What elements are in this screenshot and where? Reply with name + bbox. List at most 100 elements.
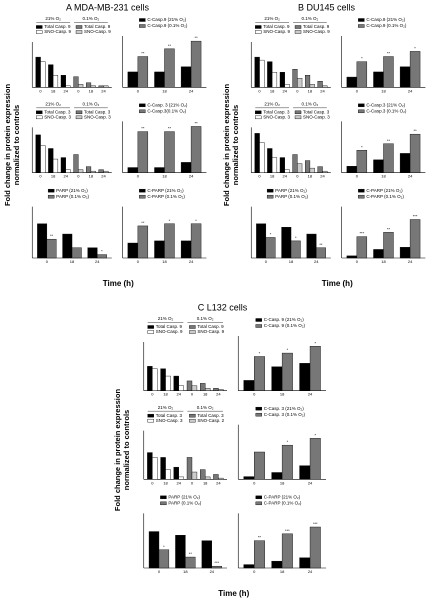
x-tick-label: 18 — [203, 480, 208, 485]
legend-label: C-Casp.9 (21% O₂) — [147, 17, 186, 22]
bar — [165, 469, 171, 480]
bar — [186, 457, 193, 480]
x-tick-label: 24 — [101, 88, 106, 93]
bar — [103, 85, 109, 88]
x-tick-label: 24 — [210, 569, 215, 574]
bar — [304, 75, 311, 88]
bar — [160, 368, 166, 391]
legend-swatch — [160, 501, 167, 506]
bar — [200, 383, 206, 391]
x-tick-label: 18 — [162, 259, 167, 264]
significance: * — [361, 144, 363, 149]
bar — [267, 148, 273, 173]
bar — [265, 237, 276, 259]
legend-swatch — [358, 18, 365, 22]
bar — [304, 160, 311, 173]
bar — [292, 154, 298, 173]
x-tick-label: 24 — [308, 480, 313, 485]
bar — [87, 247, 98, 259]
y-axis-label: normalized to controls — [122, 410, 131, 490]
significance: *** — [214, 560, 219, 565]
legend-swatch — [358, 109, 365, 114]
bar — [383, 56, 394, 88]
bar — [297, 163, 303, 173]
bar — [243, 476, 255, 480]
x-tick-label: 24 — [189, 259, 194, 264]
bar — [279, 72, 285, 88]
bar — [60, 157, 66, 173]
bar — [281, 533, 293, 569]
x-tick-label: 0 — [39, 174, 42, 179]
legend-swatch — [160, 495, 167, 500]
bar — [284, 84, 290, 88]
group-label: 0.1% O₂ — [83, 16, 100, 21]
significance: ** — [195, 121, 199, 126]
legend-label: C-Casp.3(0.1% O₂) — [147, 109, 186, 114]
legend-label: C-Casp.9 (21% O₂) — [366, 17, 405, 22]
significance: *** — [360, 231, 365, 236]
x-tick-label: 24 — [408, 259, 413, 264]
x-tick-label: 0 — [137, 259, 140, 264]
legend-label: SNO-Casp. 9 — [263, 29, 290, 34]
bar — [218, 477, 224, 480]
bar — [175, 535, 186, 569]
legend-swatch — [147, 330, 154, 334]
x-tick-label: 0 — [258, 88, 261, 93]
bar — [152, 368, 158, 391]
significance: * — [259, 351, 261, 356]
bar — [148, 531, 160, 569]
x-tick-label: 0 — [137, 88, 140, 93]
group-label: 21% O₂ — [264, 102, 280, 107]
bar — [185, 556, 196, 569]
legend-swatch — [36, 115, 43, 120]
x-tick-label: 0 — [137, 174, 140, 179]
bar — [309, 167, 315, 173]
x-tick-label: 18 — [183, 569, 188, 574]
x-tick-label: 0 — [77, 88, 80, 93]
legend-swatch — [255, 406, 263, 411]
x-tick-label: 18 — [280, 569, 285, 574]
x-tick-label: 24 — [189, 174, 194, 179]
significance: * — [195, 218, 197, 223]
legend-swatch — [255, 25, 262, 29]
x-tick-label: 0 — [356, 259, 359, 264]
bar — [204, 476, 211, 480]
x-tick-label: 0 — [265, 259, 268, 264]
x-tick-label: 24 — [216, 392, 221, 397]
bar — [178, 476, 184, 480]
bar — [191, 385, 198, 391]
legend-label: Total Casp. 9 — [84, 24, 111, 29]
bar — [37, 223, 48, 259]
bar — [158, 549, 170, 569]
bar — [97, 254, 107, 259]
legend-label: C-Casp.3 (21% O₂) — [366, 103, 405, 108]
bar — [281, 444, 293, 480]
legend-swatch — [47, 194, 55, 199]
legend-label: C-PARP (21% O₂) — [147, 188, 184, 193]
x-tick-label: 24 — [308, 569, 313, 574]
group-label: 0.1% O₂ — [83, 102, 100, 107]
legend-label: C-Casp. 3 (0.1% O₂) — [264, 412, 306, 417]
legend-label: Total Casp. 3 — [84, 110, 111, 115]
x-tick-label: 24 — [64, 174, 69, 179]
legend-label: Total Casp. 3 — [263, 110, 290, 115]
bar — [71, 247, 82, 259]
bar — [254, 56, 260, 88]
bar — [62, 233, 73, 259]
bar — [409, 51, 421, 88]
x-tick-label: 0 — [151, 392, 154, 397]
bar — [190, 126, 202, 173]
significance: ** — [141, 220, 145, 225]
legend-label: SNO-Casp. 9 — [44, 29, 71, 34]
bar — [309, 438, 321, 480]
x-tick-label: 0 — [191, 480, 194, 485]
legend-label: SNO-Casp. 2 — [197, 418, 224, 423]
bar — [35, 56, 41, 88]
x-tick-label: 0 — [258, 174, 261, 179]
bar — [267, 61, 273, 88]
bar — [254, 356, 265, 391]
bar — [322, 170, 328, 173]
significance: * — [314, 340, 316, 345]
